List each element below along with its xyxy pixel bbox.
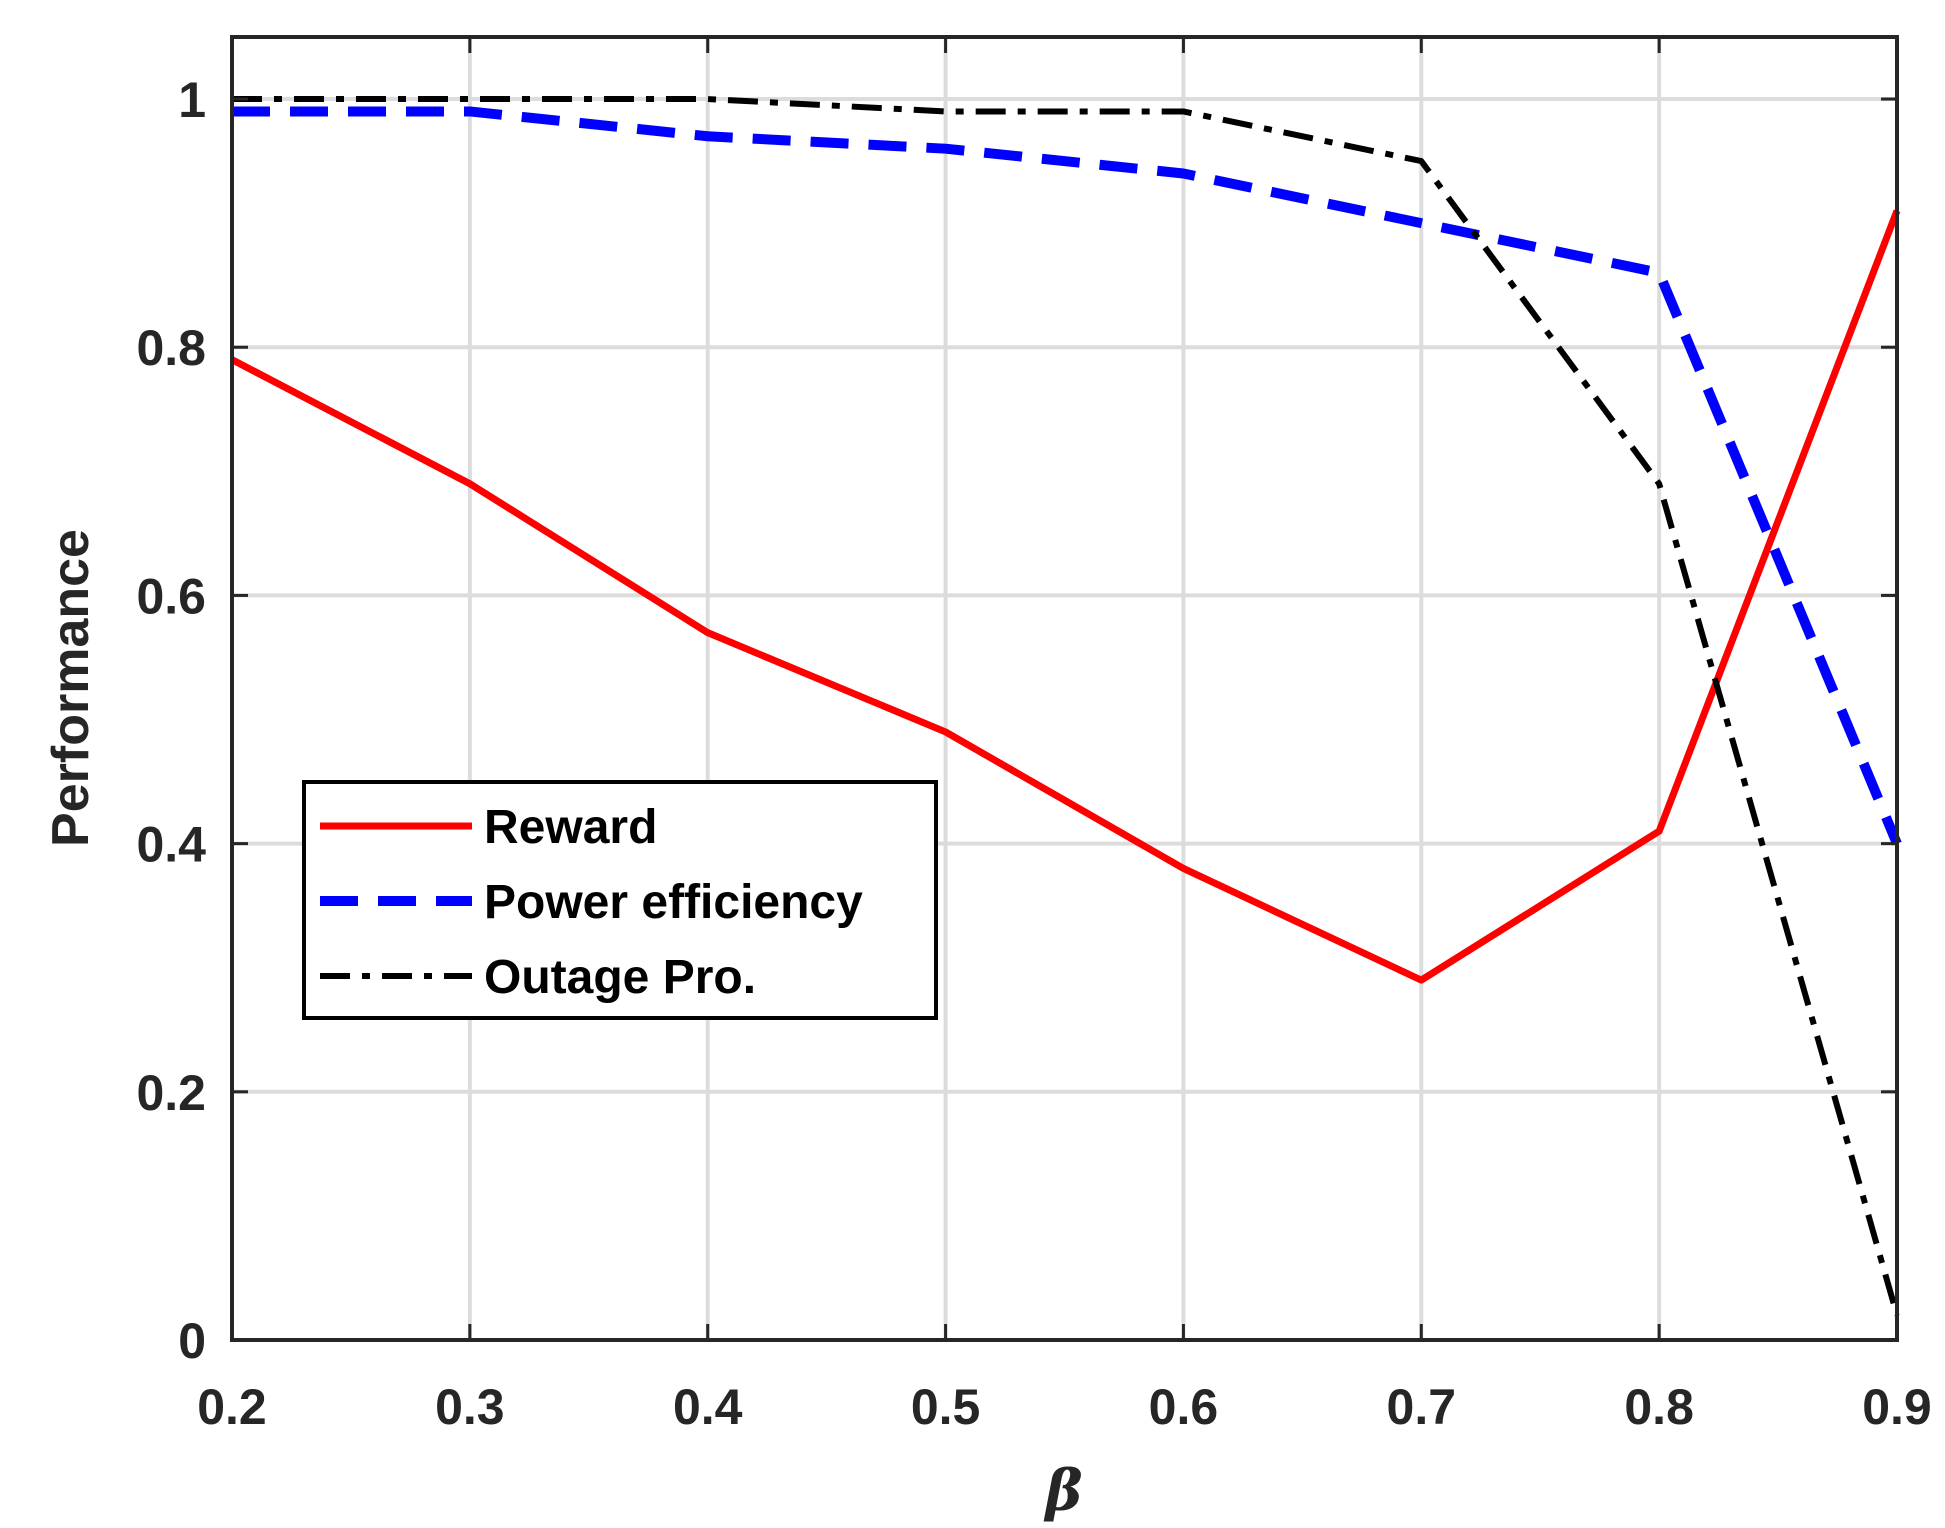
x-tick-label: 0.6 xyxy=(1149,1379,1219,1435)
y-tick-label: 0.2 xyxy=(136,1065,206,1121)
plot-frame xyxy=(230,35,1899,1342)
x-tick-label: 0.7 xyxy=(1387,1379,1457,1435)
y-tick-label: 0.4 xyxy=(136,817,206,873)
y-tick-label: 0.8 xyxy=(136,320,206,376)
plot-area xyxy=(232,37,1897,1340)
legend: Reward Power efficiency Outage Pro. xyxy=(302,780,938,1020)
series-lines xyxy=(230,96,1902,1317)
legend-label-power-efficiency: Power efficiency xyxy=(484,876,863,929)
x-tick-label: 0.9 xyxy=(1862,1379,1932,1435)
axis-ticks xyxy=(230,37,1899,1342)
tick-labels: 0.2 0.3 0.4 0.5 0.6 0.7 0.8 0.9 0 0.2 0.4 0.6 0.8 1 xyxy=(136,72,1931,1435)
y-tick-label: 0 xyxy=(178,1313,206,1369)
x-tick-label: 0.2 xyxy=(197,1379,267,1435)
y-axis-title: Performance xyxy=(42,529,100,847)
y-tick-label: 1 xyxy=(178,72,206,128)
series-line-power-efficiency xyxy=(232,106,1902,846)
legend-label-reward: Reward xyxy=(484,801,657,854)
series-line-reward xyxy=(230,209,1901,984)
x-tick-label: 0.3 xyxy=(435,1379,505,1435)
legend-items: Reward Power efficiency Outage Pro. xyxy=(320,801,863,1004)
x-tick-label: 0.5 xyxy=(911,1379,981,1435)
series-line-outage-pro xyxy=(232,96,1900,1317)
x-axis-title: β xyxy=(1043,1458,1082,1524)
x-tick-label: 0.8 xyxy=(1624,1379,1694,1435)
x-tick-label: 0.4 xyxy=(673,1379,743,1435)
y-tick-label: 0.6 xyxy=(136,568,206,624)
legend-label-outage-pro: Outage Pro. xyxy=(484,951,756,1004)
